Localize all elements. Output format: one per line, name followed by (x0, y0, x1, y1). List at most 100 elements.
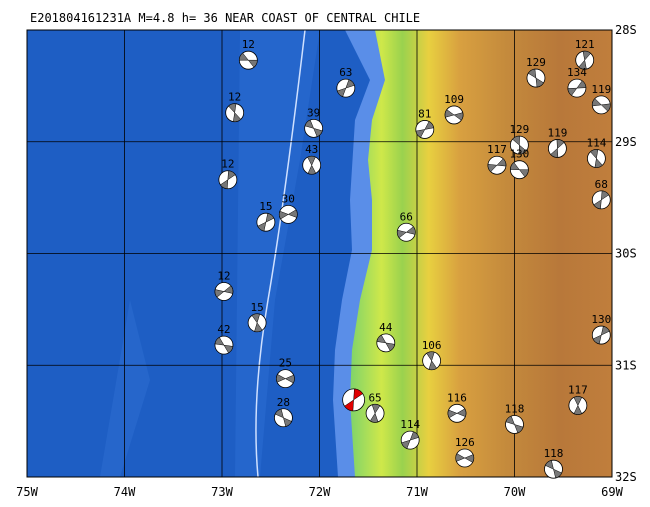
beachball (544, 459, 563, 479)
beachball-quadrant (304, 119, 323, 138)
beachball (302, 155, 322, 175)
x-tick-label: 71W (406, 485, 428, 499)
beachball (591, 95, 611, 115)
depth-label: 114 (586, 137, 606, 150)
beachball-quadrant (544, 460, 563, 479)
beachball (591, 190, 611, 210)
depth-label: 12 (217, 269, 230, 282)
depth-label: 15 (250, 301, 263, 314)
beachball (396, 222, 416, 242)
beachball-quadrant (376, 334, 395, 352)
beachball (274, 408, 293, 428)
beachball (591, 325, 611, 345)
beachball (214, 282, 234, 301)
beachball-quadrant (426, 351, 438, 371)
beachball-quadrant (592, 326, 610, 345)
beachball (587, 149, 606, 168)
beachball-quadrant (447, 408, 467, 419)
beachball-quadrant (274, 408, 292, 427)
title: E201804161231A M=4.8 h= 36 NEAR COAST OF… (30, 11, 420, 25)
beachball (247, 313, 267, 333)
beachball (342, 388, 366, 412)
y-tick-label: 29S (615, 135, 637, 149)
beachball-quadrant (401, 431, 420, 449)
beachball-quadrant (510, 162, 529, 178)
beachball (304, 118, 324, 138)
beachball-quadrant (251, 313, 263, 333)
depth-label: 117 (568, 383, 588, 396)
depth-label: 28 (277, 396, 290, 409)
beachball (214, 335, 234, 355)
beachball (455, 448, 475, 468)
beachball-quadrant (239, 52, 258, 68)
beachball-quadrant (214, 285, 234, 298)
depth-label: 81 (418, 107, 431, 120)
y-tick-label: 31S (615, 358, 637, 372)
beachball-quadrant (593, 190, 610, 210)
depth-label: 66 (400, 210, 413, 223)
beachball-quadrant (415, 121, 434, 138)
depth-label: 39 (307, 106, 320, 119)
beachball (278, 204, 298, 224)
depth-label: 12 (242, 38, 255, 51)
depth-label: 43 (305, 143, 318, 156)
beachball-quadrant (276, 374, 295, 384)
depth-label: 68 (595, 178, 608, 191)
beachball (444, 105, 464, 125)
beachball (575, 50, 595, 70)
beachball-quadrant (592, 98, 611, 112)
beachball-quadrant (307, 155, 317, 175)
beachball (400, 430, 420, 450)
beachball-quadrant (336, 79, 355, 97)
beachball (275, 369, 295, 389)
beachball-quadrant (220, 170, 236, 189)
beachball (218, 170, 238, 190)
beachball (447, 403, 467, 423)
beachball-quadrant (512, 135, 527, 155)
x-tick-label: 69W (601, 485, 623, 499)
depth-label: 15 (259, 200, 272, 213)
beachball (568, 396, 588, 415)
beachball (505, 415, 524, 434)
beachball (526, 68, 546, 88)
x-tick-label: 73W (211, 485, 233, 499)
depth-label: 130 (509, 148, 529, 161)
depth-label: 119 (547, 126, 567, 139)
beachball-quadrant (344, 388, 364, 412)
x-tick-label: 74W (114, 485, 136, 499)
beachball (567, 78, 587, 98)
beachball (376, 333, 396, 353)
beachball-quadrant (455, 453, 474, 463)
depth-label: 63 (339, 66, 352, 79)
beachball (365, 403, 385, 423)
beachball-quadrant (578, 50, 591, 70)
beachball-quadrant (550, 139, 565, 158)
depth-label: 12 (221, 158, 234, 171)
beachball (415, 120, 435, 139)
beachball-quadrant (214, 337, 234, 354)
depth-label: 118 (544, 447, 564, 460)
depth-label: 30 (282, 192, 295, 205)
depth-label: 126 (455, 436, 475, 449)
beachball-quadrant (590, 149, 603, 168)
beachball (548, 139, 567, 158)
beachball-quadrant (397, 226, 416, 239)
beachball (256, 212, 276, 232)
depth-label: 129 (526, 56, 546, 69)
beachball-quadrant (279, 209, 298, 220)
beachball-quadrant (444, 109, 464, 121)
y-tick-label: 32S (615, 470, 637, 484)
beachball (238, 50, 258, 70)
beachball-quadrant (505, 415, 524, 434)
beachball-quadrant (228, 103, 242, 122)
y-tick-label: 28S (615, 23, 637, 37)
depth-label: 106 (422, 339, 442, 352)
depth-label: 116 (447, 391, 467, 404)
depth-label: 130 (591, 313, 611, 326)
x-tick-label: 75W (16, 485, 38, 499)
beachball (487, 155, 507, 175)
beachball (422, 351, 442, 371)
depth-label: 134 (567, 66, 587, 79)
beachball-quadrant (369, 404, 381, 423)
